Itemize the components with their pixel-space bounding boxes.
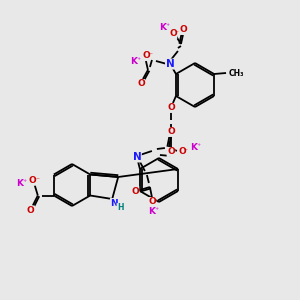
Text: O: O [178, 148, 186, 157]
Text: O: O [29, 176, 37, 185]
Text: O: O [148, 197, 156, 206]
Text: ⁻: ⁻ [175, 28, 179, 38]
Text: K: K [148, 206, 155, 215]
Text: O: O [167, 148, 175, 157]
Text: K: K [130, 56, 137, 65]
Text: O: O [167, 128, 175, 136]
Text: N: N [166, 59, 174, 69]
Text: ⁺: ⁺ [137, 56, 141, 64]
Text: O: O [27, 206, 35, 215]
Text: CH₃: CH₃ [229, 68, 244, 77]
Text: ⁻: ⁻ [154, 197, 158, 206]
Text: O: O [142, 52, 150, 61]
Text: K: K [190, 143, 197, 152]
Text: ⁻: ⁻ [36, 175, 40, 184]
Text: ⁻: ⁻ [184, 146, 188, 155]
Text: H: H [117, 203, 123, 212]
Text: K: K [159, 23, 167, 32]
Text: N: N [110, 199, 118, 208]
Text: O: O [167, 103, 175, 112]
Text: ⁺: ⁺ [155, 206, 159, 214]
Text: O: O [179, 26, 187, 34]
Text: ⁺: ⁺ [197, 142, 201, 152]
Text: N: N [133, 152, 141, 162]
Text: ⁻: ⁻ [149, 50, 153, 59]
Text: ⁺: ⁺ [166, 22, 170, 32]
Text: O: O [131, 187, 139, 196]
Text: O: O [137, 80, 145, 88]
Text: K: K [16, 179, 23, 188]
Text: ⁺: ⁺ [23, 178, 27, 187]
Text: O: O [169, 29, 177, 38]
